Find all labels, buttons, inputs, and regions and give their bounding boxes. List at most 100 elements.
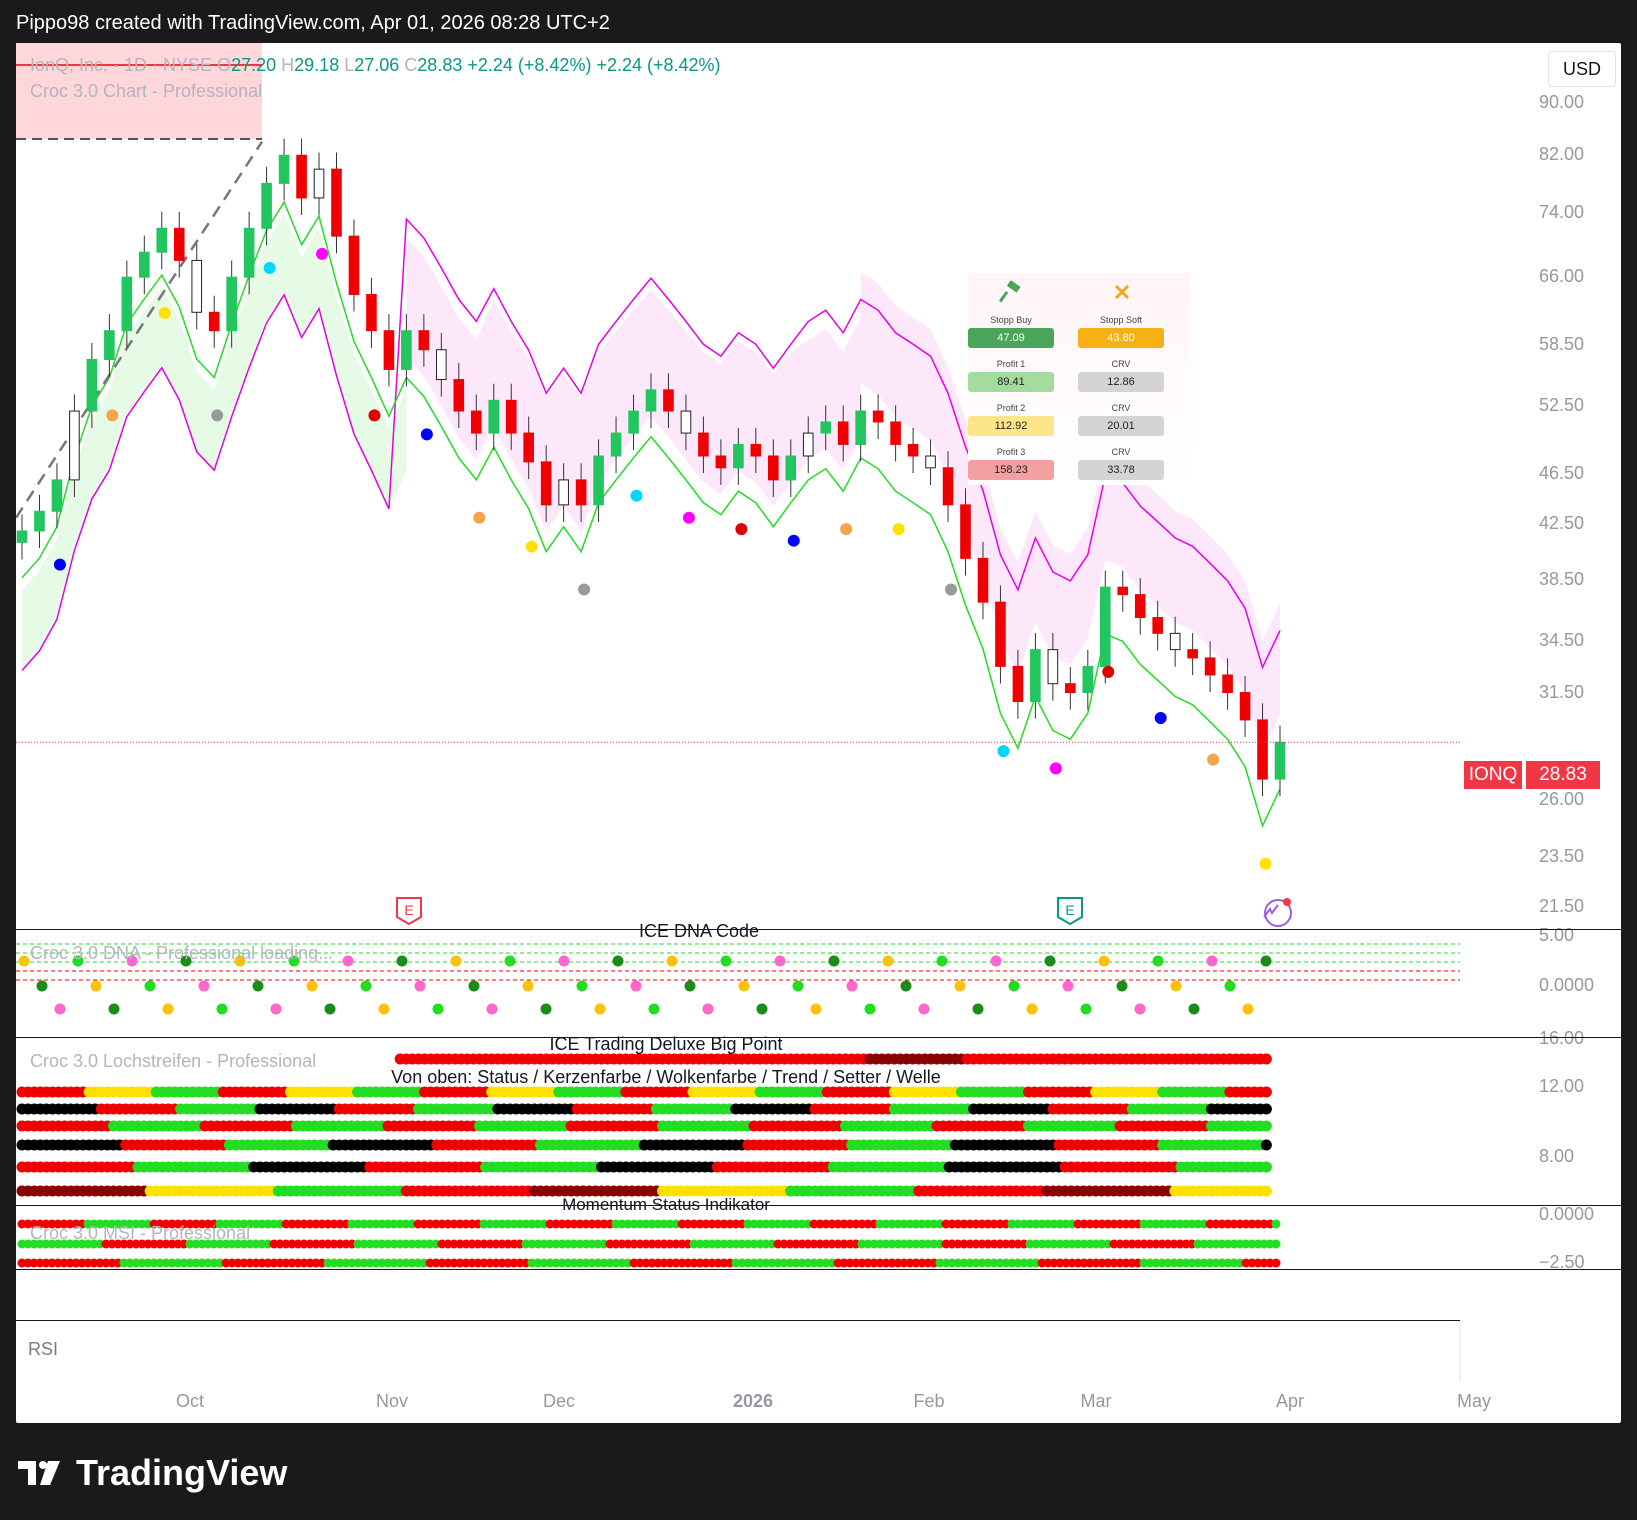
crv1-value: 12.86 [1078,372,1164,392]
pane-separator[interactable] [16,929,1621,930]
last-price-tag: 28.83 [1526,761,1600,789]
indicator-loch-label[interactable]: Croc 3.0 Lochstreifen - Professional [30,1051,317,1071]
candle [401,330,412,370]
dna-dot [1152,955,1164,967]
crv1-label: CRV [1111,359,1131,369]
profit2-value: 112.92 [968,416,1054,436]
candle [139,251,150,278]
pane-separator[interactable] [16,1269,1621,1270]
earnings-icon[interactable]: E [396,897,422,925]
candle [1169,632,1181,651]
dna-dot [756,1003,768,1015]
dna-dot [144,980,156,992]
dna-dot [1188,1003,1200,1015]
candle [575,479,587,506]
future-event-icon[interactable] [1256,895,1296,929]
price-axis-label: 82.00 [1539,144,1585,165]
indicator-rsi-label[interactable]: RSI [28,1339,59,1359]
dna-axis-label: 5.00 [1539,925,1575,945]
candle [1134,594,1146,619]
candle [628,410,639,434]
candle [715,455,727,469]
candle [733,443,744,469]
candle [278,154,290,184]
dna-dot [1116,980,1128,992]
dna-dot [576,980,588,992]
signal-dot [1207,753,1220,766]
dna-dot [846,980,858,992]
dna-dot [702,1003,714,1015]
signal-dot [525,540,538,553]
signal-dot [420,428,433,441]
dna-dot [72,955,84,967]
price-axis-label: 74.00 [1539,201,1585,222]
dna-dot [288,955,300,967]
dna-dot [378,1003,390,1015]
dna-dot [126,955,138,967]
legend-change-2: +2.24 (+8.42%) [596,55,721,75]
tradingview-logo: TradingView [18,1452,287,1494]
candle [680,410,692,434]
dna-dot [270,1003,282,1015]
indicator-msi-label[interactable]: Croc 3.0 MSI - Professional [30,1223,251,1243]
msi-dot [1271,1258,1281,1268]
ohlc-legend: IonQ, Inc. · 1D · NYSE O27.20 H29.18 L27… [30,55,721,76]
dna-dot [504,955,516,967]
chart-canvas[interactable] [16,43,1621,1423]
dna-dot [720,955,732,967]
indicator-main-label[interactable]: Croc 3.0 Chart - Professional [30,81,263,101]
candle [1030,649,1041,703]
dna-dot [1170,980,1182,992]
signal-dot [787,534,800,547]
dna-dot [198,980,210,992]
legend-change: +2.24 (+8.42%) [467,55,592,75]
currency-button[interactable]: USD [1548,51,1616,87]
dna-dot [540,1003,552,1015]
resistance-zone [16,43,262,139]
candle [313,168,325,199]
candle [121,276,133,332]
candle [418,330,430,351]
bigpoint-axis-label: 12.00 [1539,1076,1585,1096]
candle [208,311,220,332]
dna-dot [1098,955,1110,967]
candle [1222,674,1233,694]
dna-dot [234,955,246,967]
candle [540,461,552,506]
stopp-soft-value: 43.80 [1078,328,1164,348]
dna-dot [108,1003,120,1015]
bigpoint-dot [1260,1185,1272,1197]
candle [1012,665,1024,703]
earnings-icon[interactable]: E [1057,897,1083,925]
dna-dot [18,955,30,967]
dna-dot [612,955,624,967]
dna-dot [918,1003,930,1015]
signal-dot [316,247,329,260]
dna-dot [252,980,264,992]
dna-dot [738,980,750,992]
indicator-dna-label[interactable]: Croc 3.0 DNA - Professional loading... [30,943,334,963]
dna-dot [684,980,696,992]
msi-dot [1271,1239,1281,1249]
dna-dot [954,980,966,992]
signal-dot [1259,857,1272,870]
pane-separator[interactable] [16,1205,1621,1206]
legend-open: 27.20 [231,55,277,75]
pane-separator[interactable] [16,1037,1621,1038]
signal-dot [945,583,958,596]
profit1-value: 89.41 [968,372,1054,392]
signal-dot [682,511,695,524]
candle [768,455,779,481]
candle [348,235,360,295]
signal-dot [158,307,171,320]
price-axis-label: 23.50 [1539,846,1585,867]
dna-dot [1242,1003,1254,1015]
price-axis-label: 21.50 [1539,896,1585,916]
pane-separator[interactable] [16,1320,1460,1321]
candle [820,421,832,434]
candle [1257,719,1268,780]
dna-dot [396,955,408,967]
dna-dot [1260,955,1272,967]
cross-icon [1114,284,1130,300]
msi-dot [1271,1219,1281,1229]
